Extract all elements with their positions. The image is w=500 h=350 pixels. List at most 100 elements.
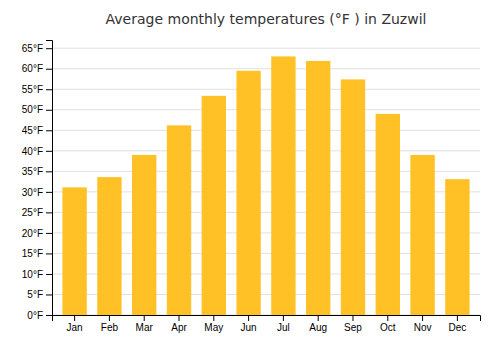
y-tick: 50°F [22,104,52,115]
y-tick-mark [46,274,52,275]
y-tick: 10°F [22,269,52,280]
bar [167,125,191,315]
x-tick-label: Feb [101,322,119,333]
x-axis: Jan Feb Mar Apr May Jun Jul Aug Sep Oct Nov Dec [53,315,481,333]
y-tick-label: 30°F [22,187,43,198]
y-tick: 35°F [22,166,52,177]
y-tick-mark [46,294,52,295]
x-tick-label: May [204,322,223,333]
x-tick-label: Jul [277,322,290,333]
y-tick-label: 65°F [22,43,43,54]
y-tick-mark [46,110,52,111]
bar [306,61,330,315]
bar [341,79,365,315]
y-tick: 30°F [22,187,52,198]
grid-line [52,48,480,49]
x-tick: Dec [448,315,466,333]
y-tick: 25°F [22,207,52,218]
grid-line [52,89,480,90]
x-tick: Jul [277,315,290,333]
x-tick-label: Apr [171,322,187,333]
bar [445,179,469,315]
x-tick-mark [74,315,75,321]
x-tick: Jun [241,315,257,333]
y-axis-line [46,41,53,316]
y-tick-label: 55°F [22,84,43,95]
y-axis: 0°F 5°F 10°F 15°F 20°F 25°F 30°F 35°F 40°F 45°F 50… [22,41,53,321]
x-tick: Apr [171,315,187,333]
y-tick: 45°F [22,125,52,136]
y-tick-label: 0°F [27,310,43,321]
x-tick-label: Aug [309,322,327,333]
x-tick: Nov [414,315,432,333]
y-tick-mark [46,69,52,70]
x-axis-line [53,316,481,322]
y-tick: 15°F [22,248,52,259]
chart-svg: 0°F 5°F 10°F 15°F 20°F 25°F 30°F 35°F 40°F 45°F 50… [0,0,500,350]
title: Average monthly temperatures (°F ) in Zu… [106,11,427,27]
y-tick: 5°F [27,289,52,300]
x-tick: Oct [380,315,396,333]
y-tick-mark [46,48,52,49]
x-tick: Aug [309,315,327,333]
x-tick-mark [422,315,423,321]
x-tick: May [204,315,223,333]
x-tick-mark [179,315,180,321]
y-tick: 40°F [22,146,52,157]
grid-line [52,150,480,151]
x-tick-label: Nov [414,322,432,333]
y-tick: 60°F [22,63,52,74]
y-tick-label: 45°F [22,125,43,136]
y-tick-mark [46,171,52,172]
y-tick-label: 10°F [22,269,43,280]
x-tick-mark [213,315,214,321]
y-tick-label: 60°F [22,63,43,74]
y-tick: 55°F [22,84,52,95]
grid-line [52,109,480,110]
bars [62,56,469,315]
y-tick-label: 35°F [22,166,43,177]
bar [376,114,400,315]
y-tick-mark [46,151,52,152]
y-tick-label: 40°F [22,146,43,157]
grid-line [52,130,480,131]
bar [62,187,86,315]
x-tick-mark [318,315,319,321]
bar [410,155,434,315]
x-tick-label: Jun [241,322,257,333]
chart-container: 0°F 5°F 10°F 15°F 20°F 25°F 30°F 35°F 40°F 45°F 50… [0,0,500,350]
y-tick-mark [46,89,52,90]
x-tick-label: Sep [344,322,362,333]
y-tick-mark [46,253,52,254]
y-tick-label: 15°F [22,248,43,259]
x-tick-mark [457,315,458,321]
bar [202,96,226,315]
x-tick-mark [248,315,249,321]
x-tick-mark [109,315,110,321]
y-tick: 65°F [22,43,52,54]
x-tick-label: Mar [136,322,154,333]
y-tick-label: 5°F [27,289,43,300]
x-tick-mark [387,315,388,321]
y-tick-mark [46,130,52,131]
y-tick-label: 25°F [22,207,43,218]
y-tick-label: 20°F [22,228,43,239]
x-tick-mark [283,315,284,321]
x-tick-mark [352,315,353,321]
y-tick: 0°F [27,310,52,321]
x-tick-label: Dec [448,322,466,333]
y-tick-mark [46,192,52,193]
x-tick: Feb [101,315,119,333]
y-tick: 20°F [22,228,52,239]
y-tick-mark [46,212,52,213]
grid-line [52,68,480,69]
x-tick-label: Jan [67,322,83,333]
y-tick-mark [46,233,52,234]
y-tick-mark [46,315,52,316]
x-tick-mark [144,315,145,321]
x-tick-label: Oct [380,322,396,333]
x-tick: Sep [344,315,362,333]
x-tick: Mar [136,315,154,333]
y-tick-label: 50°F [22,104,43,115]
plot-area: 0°F 5°F 10°F 15°F 20°F 25°F 30°F 35°F 40°F 45°F 50… [22,41,481,334]
